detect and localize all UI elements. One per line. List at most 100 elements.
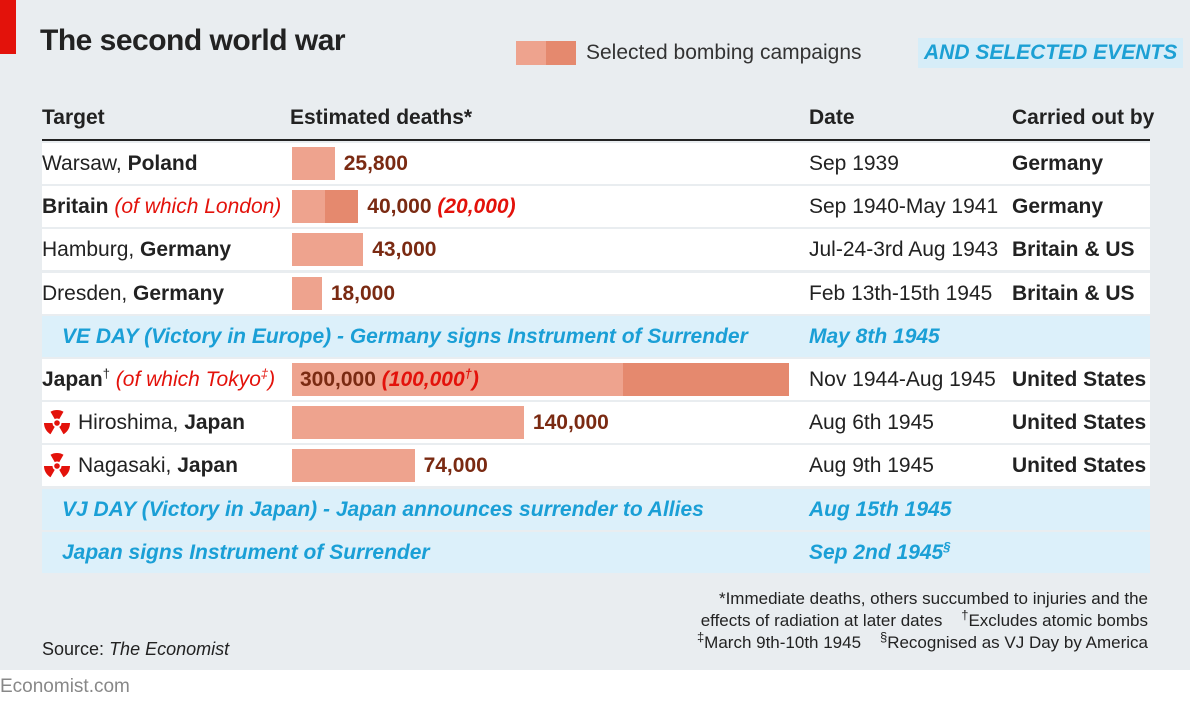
target-note-close: ) — [268, 368, 276, 391]
target-country: Japan — [184, 411, 245, 435]
event-text: VE DAY (Victory in Europe) - Germany sig… — [62, 324, 748, 348]
source-prefix: Source: — [42, 639, 105, 659]
date-cell: Sep 1939 — [809, 152, 899, 175]
deaths-bar — [292, 233, 364, 267]
footnote-ddagger: ‡ — [696, 629, 705, 645]
carried-out-by-cell: Britain & US — [1012, 281, 1135, 305]
deaths-value: 40,000 — [367, 195, 432, 219]
target-note-text: (of which Tokyo — [115, 368, 261, 391]
target-cell: Dresden, Germany — [42, 273, 224, 314]
table-row: Britain (of which London) 40,000 (20,000)… — [42, 186, 1150, 228]
event-date: Aug 15th 1945 — [809, 489, 951, 530]
footnote-section: § — [879, 629, 888, 645]
deaths-value: 43,000 — [372, 238, 437, 262]
header-date: Date — [809, 106, 855, 129]
target-note-footnote-mark: ‡ — [260, 366, 269, 381]
footnote-vj-america: Recognised as VJ Day by America — [887, 633, 1148, 652]
target-country: Poland — [127, 152, 198, 175]
brand-footer: Economist.com — [0, 676, 130, 697]
footnotes: *Immediate deaths, others succumbed to i… — [697, 588, 1148, 654]
target-footnote-mark: † — [102, 366, 110, 381]
deaths-value-label: 300,000 (100,000†) — [300, 359, 479, 400]
source-line: Source: The Economist — [42, 639, 229, 660]
footnote-dagger: † — [961, 607, 969, 623]
red-accent-tab — [0, 0, 16, 54]
date-cell: Aug 9th 1945 — [809, 454, 934, 478]
table-row: Dresden, Germany 18,000 Feb 13th-15th 1945… — [42, 272, 1150, 314]
carried-out-by-cell: Germany — [1012, 195, 1104, 219]
target-place: Warsaw, — [42, 152, 128, 175]
deaths-bar — [292, 406, 524, 440]
header-rule — [42, 139, 1150, 141]
event-date: May 8th 1945 — [809, 316, 940, 357]
target-note-text: (of which London) — [114, 195, 282, 219]
table-row: Hiroshima, Japan 140,000 Aug 6th 1945 Unite… — [42, 402, 1150, 444]
header-carried-out-by: Carried out by — [1012, 106, 1155, 129]
carried-out-by-cell: United States — [1012, 411, 1147, 435]
carried-out-by-cell: Germany — [1012, 152, 1104, 175]
target-cell: Japan† (of which Tokyo‡) — [42, 359, 275, 400]
legend-swatch — [516, 41, 576, 65]
chart-panel: The second world war Selected bombing ca… — [0, 0, 1190, 670]
event-text: Japan signs Instrument of Surrender — [62, 540, 430, 564]
header-deaths: Estimated deaths* — [290, 106, 473, 129]
target-country: Japan — [177, 454, 238, 478]
date-cell: Aug 6th 1945 — [809, 411, 934, 435]
deaths-sub-bar — [623, 363, 789, 396]
deaths-sub-bar — [325, 190, 359, 224]
deaths-value: 140,000 — [532, 411, 609, 435]
sub-deaths-value-text: (20,000) — [437, 195, 516, 219]
chart-title: The second world war — [40, 24, 346, 57]
deaths-bar — [292, 276, 322, 310]
events-legend-tag: AND SELECTED EVENTS — [918, 38, 1184, 68]
footnote-excludes: Excludes atomic bombs — [968, 611, 1148, 630]
table-row: Warsaw, Poland 25,800 Sep 1939 Germany — [42, 143, 1150, 184]
deaths-value: 18,000 — [330, 281, 396, 305]
source-name: The Economist — [109, 639, 230, 659]
date-cell: Jul-24-3rd Aug 1943 — [809, 238, 999, 262]
deaths-bar — [292, 449, 415, 483]
event-date-footnote-mark: § — [943, 538, 951, 554]
date-cell: Nov 1944-Aug 1945 — [809, 368, 996, 391]
target-place: Hiroshima, — [78, 411, 185, 435]
footnote-tokyo-dates: March 9th-10th 1945 — [704, 633, 862, 652]
deaths-value-label: 25,800 — [344, 143, 408, 184]
footnote-radiation: effects of radiation at later dates — [700, 611, 943, 630]
header-target: Target — [42, 106, 105, 129]
sub-deaths-value-text: (100,000 — [381, 368, 465, 391]
sub-deaths-value: (20,000) — [437, 195, 515, 218]
carried-out-by-cell: United States — [1012, 368, 1147, 391]
sub-deaths-footnote-mark: † — [464, 366, 472, 381]
date-cell: Feb 13th-15th 1945 — [809, 281, 993, 305]
sub-deaths-value: (100,000†) — [381, 366, 479, 391]
target-place: Dresden, — [42, 281, 134, 305]
target-note: (of which London) — [114, 195, 281, 218]
legend-label: Selected bombing campaigns — [586, 41, 862, 64]
target-country: Britain — [42, 195, 109, 219]
legend: Selected bombing campaigns — [516, 40, 862, 66]
target-place: Hamburg, — [42, 238, 141, 262]
radiation-icon — [43, 451, 71, 480]
table-row: Japan† (of which Tokyo‡) 300,000 (100,000… — [42, 359, 1150, 400]
event-date-text: May 8th 1945 — [809, 324, 940, 348]
carried-out-by-cell: Britain & US — [1012, 238, 1135, 262]
radiation-icon — [43, 408, 71, 437]
target-country: Japan — [42, 368, 103, 391]
event-row: Japan signs Instrument of Surrender Sep 2… — [42, 531, 1150, 573]
event-row: VE DAY (Victory in Europe) - Germany sig… — [42, 315, 1150, 357]
deaths-value: 25,800 — [343, 152, 408, 175]
target-country: Germany — [133, 281, 225, 305]
event-date: Sep 2nd 1945§ — [809, 532, 950, 573]
target-country: Germany — [140, 238, 232, 262]
target-cell: Hamburg, Germany — [42, 229, 231, 270]
event-date-text: Sep 2nd 1945 — [809, 540, 944, 564]
deaths-value-label: 18,000 — [331, 273, 395, 314]
target-cell: Warsaw, Poland — [42, 143, 198, 184]
event-row: VJ DAY (Victory in Japan) - Japan announ… — [42, 488, 1150, 530]
footnote-line-1: *Immediate deaths, others succumbed to i… — [718, 589, 1148, 608]
event-date-text: Aug 15th 1945 — [809, 497, 952, 521]
target-place: Nagasaki, — [78, 454, 178, 478]
target-note: (of which Tokyo‡) — [115, 366, 276, 391]
footnote-line-2: effects of radiation at later dates †Exc… — [697, 607, 1148, 632]
footnote-line-3: ‡March 9th-10th 1945 §Recognised as VJ D… — [696, 629, 1148, 654]
